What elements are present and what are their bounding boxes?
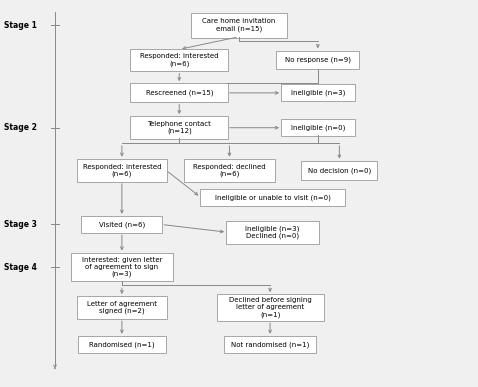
FancyBboxPatch shape [76,159,167,182]
Text: Declined before signing
letter of agreement
(n=1): Declined before signing letter of agreem… [228,298,312,318]
Text: Responded: interested
(n=6): Responded: interested (n=6) [140,53,218,67]
Text: Ineligible (n=0): Ineligible (n=0) [291,125,345,131]
Text: Stage 2: Stage 2 [4,123,37,132]
FancyBboxPatch shape [78,336,166,353]
Text: Rescreened (n=15): Rescreened (n=15) [145,90,213,96]
FancyBboxPatch shape [301,161,377,180]
Text: Letter of agreement
signed (n=2): Letter of agreement signed (n=2) [87,301,157,314]
FancyBboxPatch shape [130,116,228,139]
Text: No decision (n=0): No decision (n=0) [308,167,371,173]
FancyBboxPatch shape [130,83,228,102]
FancyBboxPatch shape [281,84,355,101]
Text: Care home invitation
email (n=15): Care home invitation email (n=15) [202,19,276,32]
Text: Stage 3: Stage 3 [4,220,37,229]
Text: Visited (n=6): Visited (n=6) [99,221,145,228]
Text: Ineligible (n=3): Ineligible (n=3) [291,90,345,96]
Text: Ineligible or unable to visit (n=0): Ineligible or unable to visit (n=0) [215,194,330,200]
FancyBboxPatch shape [224,336,316,353]
Text: Ineligible (n=3)
Declined (n=0): Ineligible (n=3) Declined (n=0) [245,225,300,239]
FancyBboxPatch shape [76,296,167,319]
FancyBboxPatch shape [200,189,345,206]
Text: Telephone contact
(n=12): Telephone contact (n=12) [147,121,211,134]
Text: Randomised (n=1): Randomised (n=1) [89,341,155,348]
FancyBboxPatch shape [81,216,162,233]
Text: Stage 4: Stage 4 [4,262,37,272]
Text: Responded: declined
(n=6): Responded: declined (n=6) [193,164,266,177]
FancyBboxPatch shape [130,48,228,71]
FancyBboxPatch shape [226,221,319,244]
Text: No response (n=9): No response (n=9) [285,57,351,63]
FancyBboxPatch shape [191,13,286,38]
FancyBboxPatch shape [184,159,274,182]
FancyBboxPatch shape [276,50,359,70]
FancyBboxPatch shape [281,119,355,136]
FancyBboxPatch shape [71,253,173,281]
FancyBboxPatch shape [217,294,324,321]
Text: Not randomised (n=1): Not randomised (n=1) [231,341,309,348]
Text: Responded: interested
(n=6): Responded: interested (n=6) [83,164,161,177]
Text: Interested: given letter
of agreement to sign
(n=3): Interested: given letter of agreement to… [82,257,162,277]
Text: Stage 1: Stage 1 [4,21,37,30]
